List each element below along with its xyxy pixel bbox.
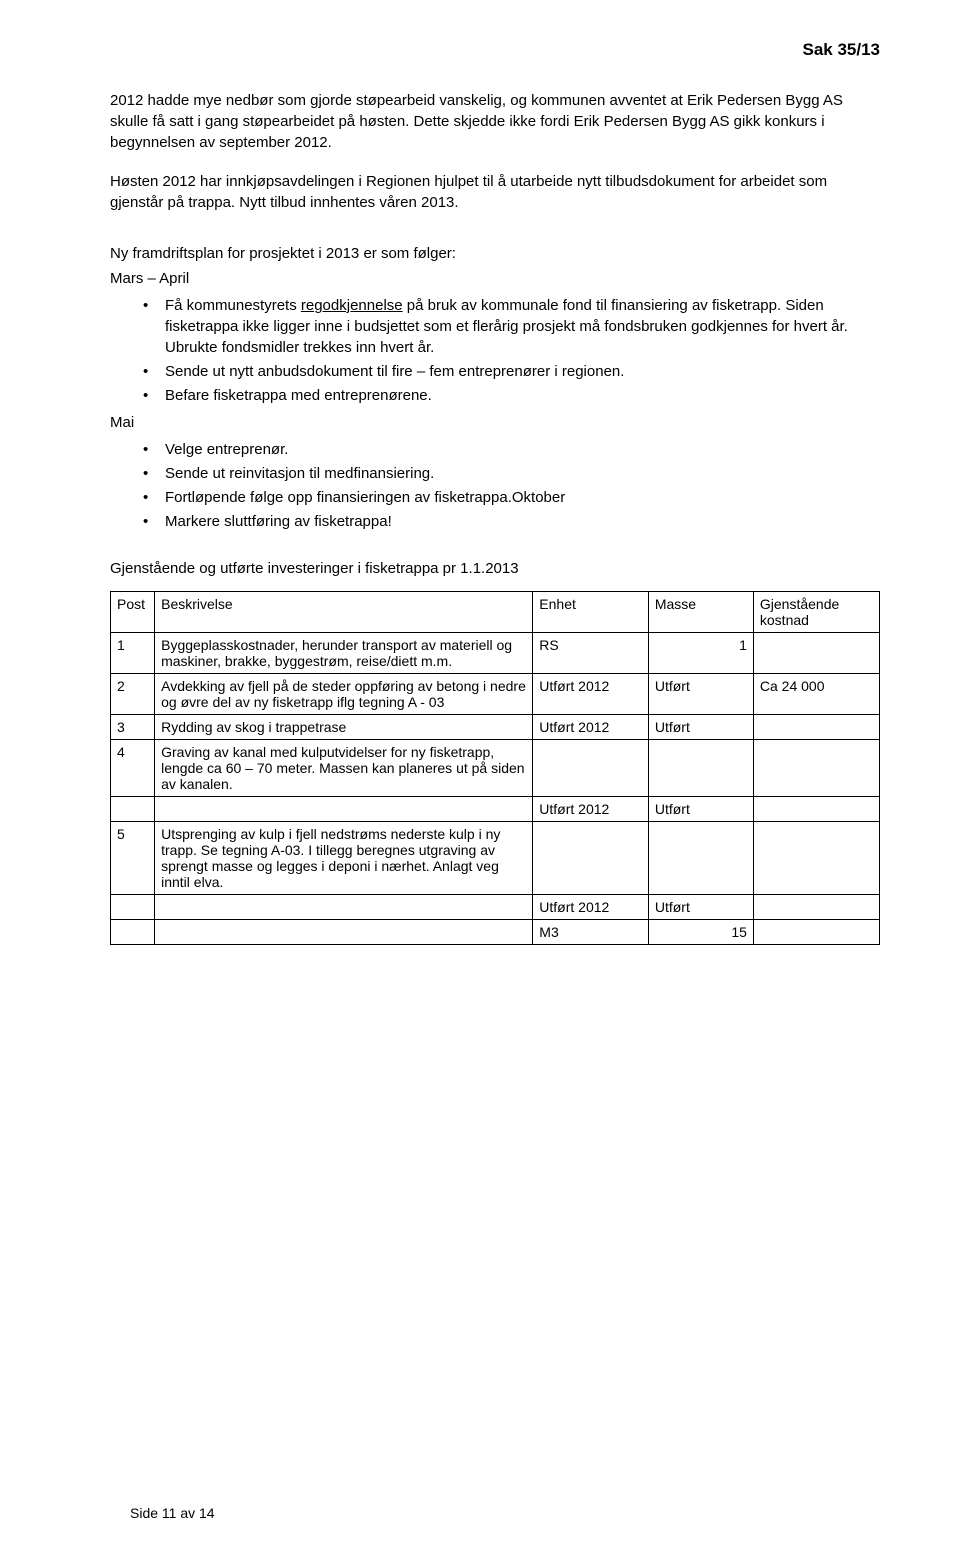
- bullet-list-1: Få kommunestyrets regodkjennelse på bruk…: [110, 295, 880, 406]
- table-row: 4 Graving av kanal med kulputvidelser fo…: [111, 740, 880, 797]
- cell-masse: 1: [648, 633, 753, 674]
- cell-masse: [648, 740, 753, 797]
- cell-kost: [753, 740, 879, 797]
- col-kost: Gjenstående kostnad: [753, 592, 879, 633]
- cell-kost: [753, 715, 879, 740]
- period-mai: Mai: [110, 414, 880, 431]
- cell-post: 2: [111, 674, 155, 715]
- paragraph-2: Høsten 2012 har innkjøpsavdelingen i Reg…: [110, 171, 880, 213]
- table-heading: Gjenstående og utførte investeringer i f…: [110, 560, 880, 577]
- cell-kost: [753, 633, 879, 674]
- paragraph-1: 2012 hadde mye nedbør som gjorde støpear…: [110, 90, 880, 153]
- table-row: 2 Avdekking av fjell på de steder oppfør…: [111, 674, 880, 715]
- cell-enhet: [533, 822, 649, 895]
- investments-table: Post Beskrivelse Enhet Masse Gjenstående…: [110, 591, 880, 945]
- cell-masse: [648, 822, 753, 895]
- bullet-item: Befare fisketrappa med entreprenørene.: [165, 385, 880, 406]
- cell-post: 4: [111, 740, 155, 797]
- cell-desc: Utsprenging av kulp i fjell nedstrøms ne…: [155, 822, 533, 895]
- cell-desc: Avdekking av fjell på de steder oppførin…: [155, 674, 533, 715]
- cell-post: 5: [111, 822, 155, 895]
- bullet-item: Sende ut nytt anbudsdokument til fire – …: [165, 361, 880, 382]
- cell-post: [111, 920, 155, 945]
- table-row: 5 Utsprenging av kulp i fjell nedstrøms …: [111, 822, 880, 895]
- col-post: Post: [111, 592, 155, 633]
- cell-enhet: Utført 2012: [533, 797, 649, 822]
- cell-post: [111, 895, 155, 920]
- cell-masse: Utført: [648, 797, 753, 822]
- cell-desc: Rydding av skog i trappetrase: [155, 715, 533, 740]
- cell-enhet: Utført 2012: [533, 895, 649, 920]
- cell-masse: Utført: [648, 674, 753, 715]
- table-row: Utført 2012 Utført: [111, 797, 880, 822]
- cell-masse: Utført: [648, 895, 753, 920]
- bullet-item: Fortløpende følge opp finansieringen av …: [165, 487, 880, 508]
- cell-enhet: Utført 2012: [533, 674, 649, 715]
- cell-masse: Utført: [648, 715, 753, 740]
- table-row: 3 Rydding av skog i trappetrase Utført 2…: [111, 715, 880, 740]
- cell-desc: [155, 920, 533, 945]
- bullet-text-pre: Få kommunestyrets: [165, 297, 301, 314]
- col-enhet: Enhet: [533, 592, 649, 633]
- cell-desc: [155, 895, 533, 920]
- bullet-item: Velge entreprenør.: [165, 439, 880, 460]
- bullet-item: Markere sluttføring av fisketrappa!: [165, 511, 880, 532]
- bullet-item: Få kommunestyrets regodkjennelse på bruk…: [165, 295, 880, 358]
- cell-post: [111, 797, 155, 822]
- cell-enhet: Utført 2012: [533, 715, 649, 740]
- cell-enhet: [533, 740, 649, 797]
- bullet-list-2: Velge entreprenør. Sende ut reinvitasjon…: [110, 439, 880, 532]
- cell-enhet: RS: [533, 633, 649, 674]
- cell-post: 1: [111, 633, 155, 674]
- cell-post: 3: [111, 715, 155, 740]
- table-row: Utført 2012 Utført: [111, 895, 880, 920]
- col-desc: Beskrivelse: [155, 592, 533, 633]
- table-row: 1 Byggeplasskostnader, herunder transpor…: [111, 633, 880, 674]
- cell-enhet: M3: [533, 920, 649, 945]
- cell-kost: [753, 797, 879, 822]
- plan-intro: Ny framdriftsplan for prosjektet i 2013 …: [110, 243, 880, 264]
- cell-kost: Ca 24 000: [753, 674, 879, 715]
- cell-kost: [753, 895, 879, 920]
- cell-kost: [753, 920, 879, 945]
- bullet-item: Sende ut reinvitasjon til medfinansierin…: [165, 463, 880, 484]
- page-header-sak: Sak 35/13: [110, 40, 880, 60]
- cell-desc: Byggeplasskostnader, herunder transport …: [155, 633, 533, 674]
- cell-masse: 15: [648, 920, 753, 945]
- col-masse: Masse: [648, 592, 753, 633]
- bullet-text-underlined: regodkjennelse: [301, 297, 403, 314]
- cell-desc: [155, 797, 533, 822]
- table-row: M3 15: [111, 920, 880, 945]
- period-mars-april: Mars – April: [110, 270, 880, 287]
- cell-kost: [753, 822, 879, 895]
- cell-desc: Graving av kanal med kulputvidelser for …: [155, 740, 533, 797]
- page-footer: Side 11 av 14: [130, 1505, 215, 1521]
- table-header-row: Post Beskrivelse Enhet Masse Gjenstående…: [111, 592, 880, 633]
